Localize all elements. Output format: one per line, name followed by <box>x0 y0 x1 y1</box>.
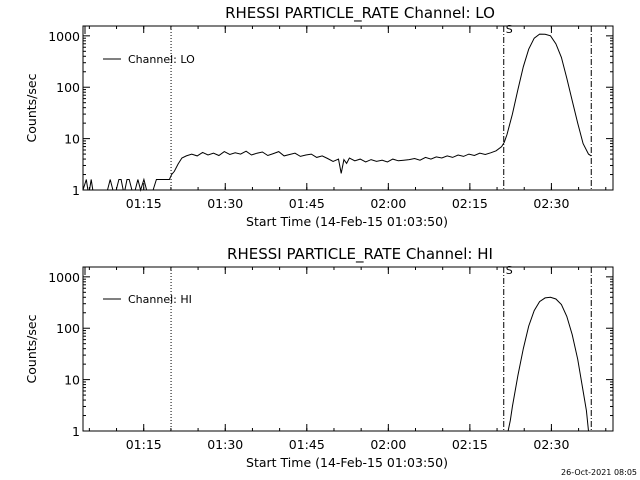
chart-panel-lo: RHESSI PARTICLE_RATE Channel: LO Counts/… <box>24 4 614 229</box>
x-tick-label: 02:30 <box>533 196 569 211</box>
timestamp: 26-Oct-2021 08:05 <box>561 468 637 477</box>
x-axis-label: Start Time (14-Feb-15 01:03:50) <box>246 214 448 229</box>
x-tick-label: 02:00 <box>370 196 406 211</box>
plot-frame <box>82 25 614 191</box>
chart-title: RHESSI PARTICLE_RATE Channel: HI <box>227 245 493 264</box>
x-tick-label: 02:15 <box>452 437 488 452</box>
y-tick-label: 1 <box>72 424 80 439</box>
marker-label: S <box>506 264 513 277</box>
y-axis-label: Counts/sec <box>24 73 39 142</box>
plot-frame <box>82 266 614 432</box>
x-tick-label: 01:30 <box>207 437 243 452</box>
x-tick-label: 01:45 <box>289 196 325 211</box>
y-tick-label: 100 <box>56 321 80 336</box>
y-axis-label: Counts/sec <box>24 314 39 383</box>
x-tick-label: 01:30 <box>207 196 243 211</box>
series-line-lo <box>82 33 592 192</box>
y-tick-label: 1000 <box>48 270 80 285</box>
legend-label: Channel: HI <box>128 293 192 306</box>
x-tick-label: 01:45 <box>289 437 325 452</box>
x-tick-label: 01:15 <box>126 196 162 211</box>
y-tick-label: 1 <box>72 183 80 198</box>
x-tick-label: 02:15 <box>452 196 488 211</box>
x-tick-label: 02:30 <box>533 437 569 452</box>
chart-title: RHESSI PARTICLE_RATE Channel: LO <box>225 4 495 23</box>
x-tick-label: 01:15 <box>126 437 162 452</box>
y-tick-label: 10 <box>64 132 80 147</box>
series-line-hi <box>507 296 589 432</box>
marker-label: S <box>506 23 513 36</box>
legend-label: Channel: LO <box>128 53 195 66</box>
chart-panel-hi: RHESSI PARTICLE_RATE Channel: HI Counts/… <box>24 245 614 470</box>
y-tick-label: 10 <box>64 373 80 388</box>
x-tick-label: 02:00 <box>370 437 406 452</box>
y-tick-label: 1000 <box>48 29 80 44</box>
x-axis-label: Start Time (14-Feb-15 01:03:50) <box>246 455 448 470</box>
y-tick-label: 100 <box>56 80 80 95</box>
